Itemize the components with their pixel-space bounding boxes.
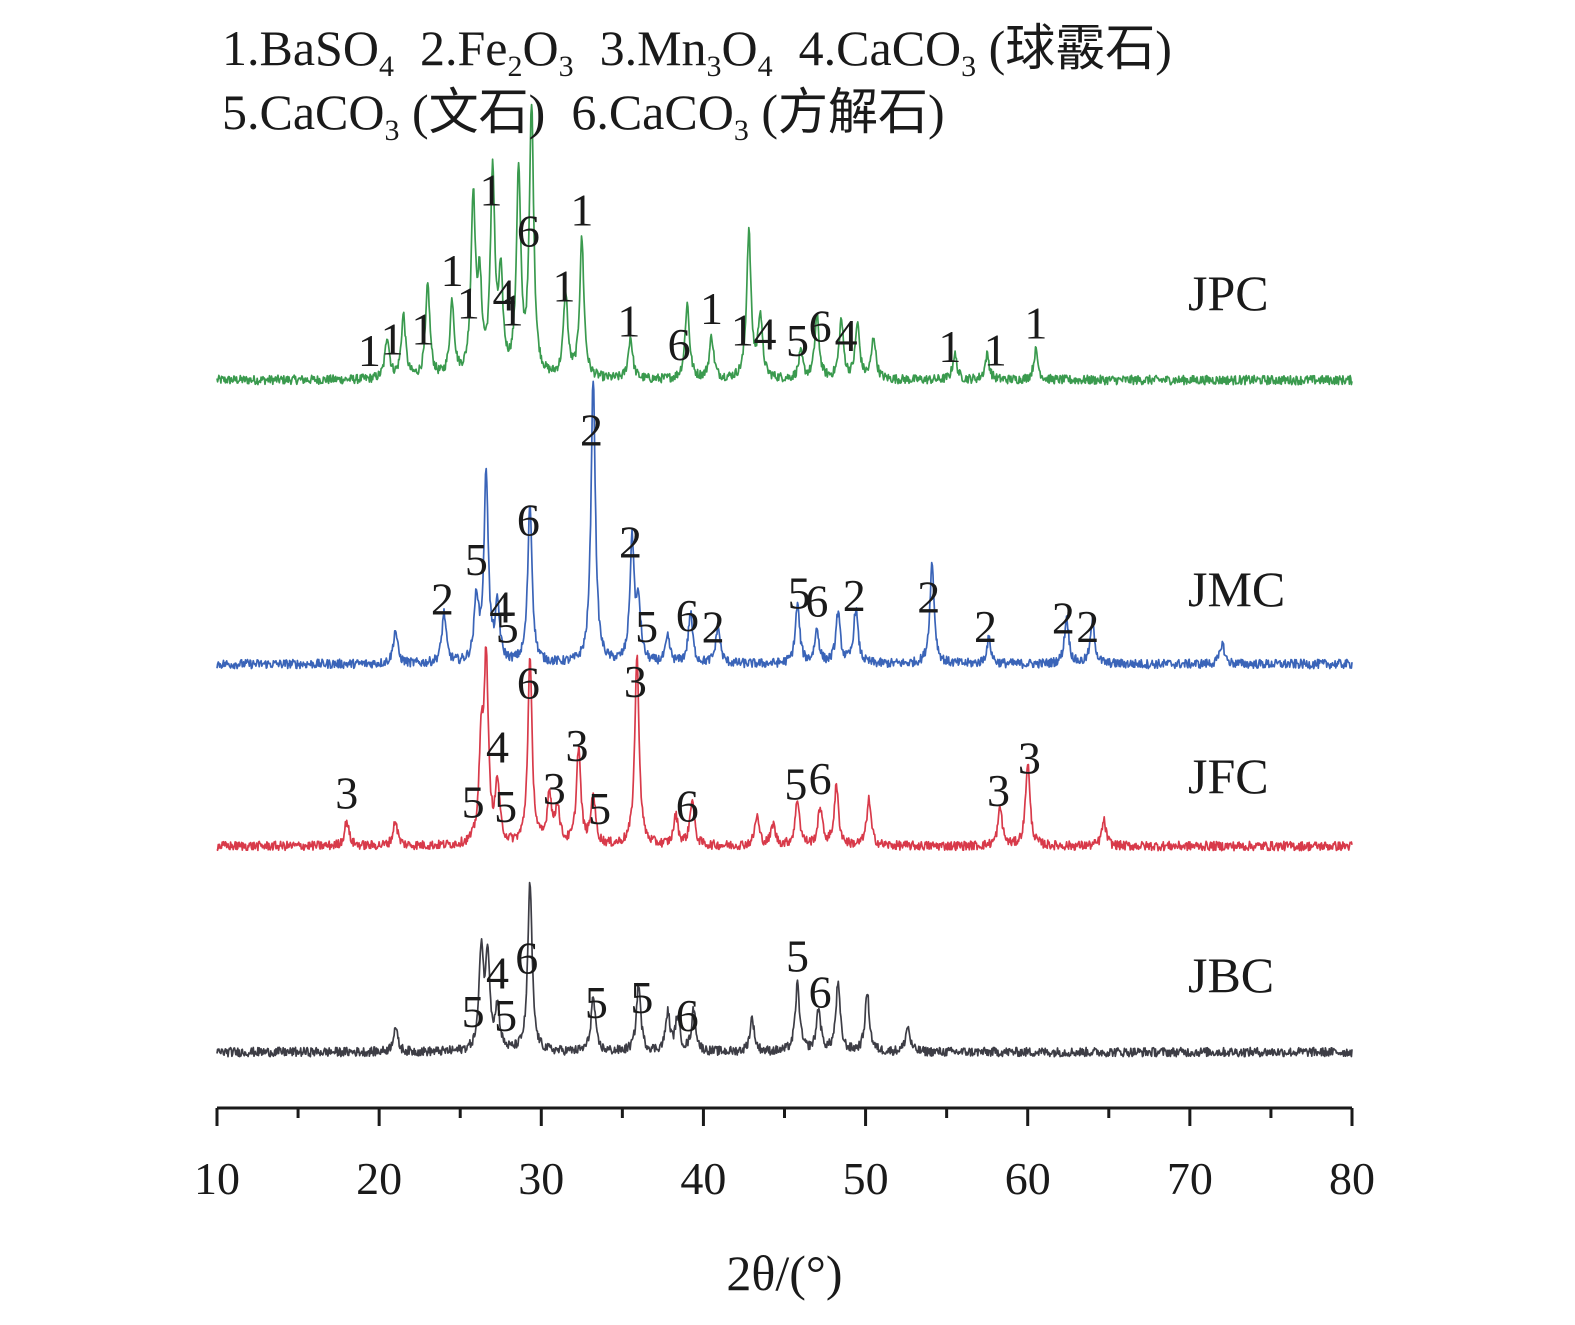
- peak-label: 5: [635, 601, 658, 652]
- peak-label: 1: [457, 277, 480, 328]
- peak-label: 5: [788, 568, 811, 619]
- series-name-jbc: JBC: [1188, 947, 1274, 1003]
- peak-label: 5: [496, 602, 519, 653]
- x-tick-label: 40: [680, 1153, 726, 1204]
- peak-label: 4: [489, 582, 512, 633]
- x-tick-label: 70: [1167, 1153, 1213, 1204]
- peak-label: 1: [1024, 298, 1047, 349]
- legend-entry-1-3: 3.Mn3O4: [599, 20, 773, 83]
- peak-label: 5: [465, 534, 488, 585]
- x-tick-label: 50: [843, 1153, 889, 1204]
- peak-label: 6: [809, 966, 832, 1017]
- peak-label: 6: [517, 205, 540, 256]
- peak-label: 5: [630, 972, 653, 1023]
- legend-entry-2-1: 5.CaCO3 (文石): [222, 84, 546, 147]
- peak-label: 5: [585, 977, 608, 1028]
- peak-label: 5: [494, 781, 517, 832]
- peak-label: 3: [335, 768, 358, 819]
- legend-entry-1-1: 1.BaSO4: [222, 20, 394, 83]
- x-tick-label: 20: [356, 1153, 402, 1204]
- series-name-jpc: JPC: [1188, 265, 1269, 321]
- peak-label: 3: [543, 763, 566, 814]
- peak-label: 1: [441, 245, 464, 296]
- peak-label: 1: [501, 284, 524, 335]
- peak-label: 3: [1018, 732, 1041, 783]
- x-tick-label: 80: [1329, 1153, 1375, 1204]
- peak-label: 5: [588, 783, 611, 834]
- peak-label: 6: [805, 575, 828, 626]
- peak-label: 6: [809, 753, 832, 804]
- peak-label: 1: [700, 283, 723, 334]
- legend-entry-1-2: 2.Fe2O3: [419, 20, 574, 83]
- series-name-jfc: JFC: [1188, 748, 1269, 804]
- legend-entry-1-4: 4.CaCO3 (球霰石): [798, 20, 1172, 83]
- peak-label: 2: [1052, 593, 1075, 644]
- peak-label: 3: [624, 656, 647, 707]
- peak-label: 1: [358, 325, 381, 376]
- peak-label: 1: [411, 303, 434, 354]
- peak-label: 6: [809, 300, 832, 351]
- peak-label: 2: [619, 517, 642, 568]
- peak-label: 2: [917, 571, 940, 622]
- peak-label: 2: [974, 601, 997, 652]
- peak-label: 5: [494, 990, 517, 1041]
- legend-entry-2-2: 6.CaCO3 (方解石): [571, 84, 945, 147]
- x-tick-label: 30: [518, 1153, 564, 1204]
- peak-label: 4: [835, 310, 858, 361]
- peak-label: 1: [381, 313, 404, 364]
- peak-label: 4: [492, 270, 515, 321]
- series-line-jbc: [216, 881, 1353, 1058]
- peak-label: 6: [676, 590, 699, 641]
- peak-label: 2: [580, 404, 603, 455]
- peak-label: 1: [570, 185, 593, 236]
- peak-label: 6: [676, 781, 699, 832]
- peak-label: 4: [486, 947, 509, 998]
- peak-label: 3: [987, 765, 1010, 816]
- peak-label: 2: [843, 570, 866, 621]
- x-axis-label: 2θ/(°): [726, 1245, 842, 1301]
- legend-line-2: 5.CaCO3 (文石) 6.CaCO3 (方解石): [222, 72, 971, 148]
- peak-label: 2: [431, 573, 454, 624]
- peak-label: 6: [517, 657, 540, 708]
- peak-label: 1: [617, 295, 640, 346]
- peak-label: 4: [486, 722, 509, 773]
- peak-label: 6: [676, 990, 699, 1041]
- series-line-jfc: [216, 646, 1353, 852]
- peak-label: 1: [480, 164, 503, 215]
- peak-label: 2: [702, 601, 725, 652]
- series-name-jmc: JMC: [1188, 561, 1285, 617]
- series-line-jpc: [216, 103, 1353, 386]
- peak-label: 5: [784, 759, 807, 810]
- peak-label: 6: [668, 319, 691, 370]
- peak-label: 4: [754, 309, 777, 360]
- peak-label: 6: [515, 932, 538, 983]
- legend-line-1: 1.BaSO4 2.Fe2O3 3.Mn3O4 4.CaCO3 (球霰石): [222, 8, 1198, 84]
- peak-label: 5: [462, 776, 485, 827]
- x-tick-label: 60: [1005, 1153, 1051, 1204]
- peak-label: 1: [938, 321, 961, 372]
- peak-label: 5: [786, 931, 809, 982]
- series-line-jmc: [216, 380, 1353, 670]
- peak-label: 5: [462, 986, 485, 1037]
- peak-label: 6: [517, 494, 540, 545]
- peak-label: 2: [1076, 601, 1099, 652]
- peak-label: 1: [552, 261, 575, 312]
- x-tick-label: 10: [194, 1153, 240, 1204]
- peak-label: 1: [731, 305, 754, 356]
- peak-label: 1: [984, 324, 1007, 375]
- peak-label: 3: [565, 720, 588, 771]
- peak-label: 5: [786, 315, 809, 366]
